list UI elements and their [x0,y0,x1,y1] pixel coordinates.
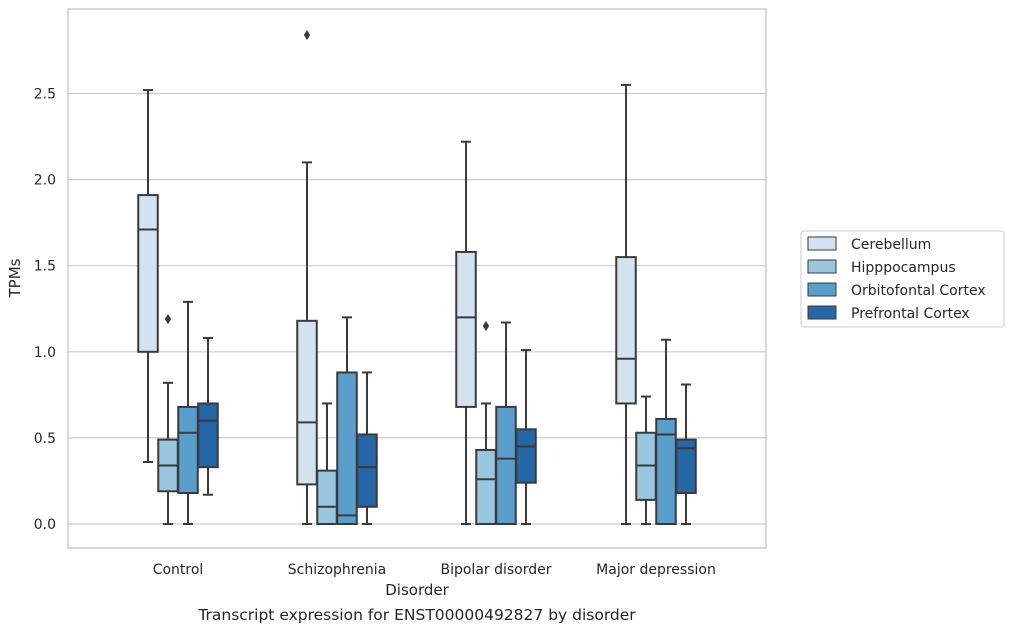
outlier-point [164,314,172,325]
box-3-1 [356,371,378,525]
box-iqr [455,250,477,408]
box-1-0 [157,314,179,525]
x-tick-label: Major depression [596,562,716,578]
y-tick-label: 2.5 [34,87,56,103]
box-iqr [675,438,697,495]
x-tick-labels: Control Schizophrenia Bipolar disorder Majo… [153,562,716,578]
y-tick-label: 0.5 [34,431,56,447]
box-3-0 [197,337,219,496]
box-iqr [615,256,637,405]
y-tick-label: 2.0 [34,173,56,189]
legend-swatch [807,259,837,274]
box-iqr [296,319,318,486]
legend-swatch [807,305,837,320]
legend-swatch [807,282,837,297]
box-3-3 [675,383,697,525]
box-iqr [177,405,199,495]
x-tick-label: Schizophrenia [288,562,386,578]
x-tick-label: Control [153,562,204,578]
box-layer [137,29,697,526]
legend: Cerebellum Hipppocampus Orbitofontal Corte… [800,230,1005,328]
box-iqr [336,371,358,525]
legend-frame [800,230,1005,328]
y-tick-label: 1.5 [34,259,56,275]
y-tick-labels: 0.0 0.5 1.0 1.5 2.0 2.5 [34,87,56,534]
box-0-3 [615,83,637,525]
box-3-2 [515,349,537,525]
y-tick-label: 0.0 [34,517,56,533]
legend-label: Hipppocampus [851,260,956,276]
y-axis-title: TPMs [6,258,24,298]
box-iqr [197,402,219,469]
box-2-3 [655,338,677,526]
box-1-3 [635,395,657,525]
box-iqr [475,448,497,526]
box-iqr [495,405,517,525]
x-tick-label: Bipolar disorder [440,562,551,578]
box-2-2 [495,321,517,525]
box-0-1 [296,29,318,525]
box-2-0 [177,300,199,525]
box-iqr [356,433,378,508]
x-axis-title: Disorder [385,581,449,599]
box-2-1 [336,316,358,525]
box-1-1 [316,402,338,526]
legend-label: Cerebellum [851,237,931,253]
box-iqr [137,194,159,353]
legend-label: Orbitofontal Cortex [851,283,986,299]
legend-label: Prefrontal Cortex [851,306,970,322]
y-tick-label: 1.0 [34,345,56,361]
legend-swatch [807,236,837,251]
plot-frame [67,8,767,549]
outlier-point [482,320,490,331]
box-0-2 [455,140,477,525]
outlier-point [303,29,311,40]
box-iqr [515,428,537,484]
box-iqr [316,469,338,526]
box-0-0 [137,89,159,464]
figure-caption: Transcript expression for ENST0000049282… [198,606,636,624]
